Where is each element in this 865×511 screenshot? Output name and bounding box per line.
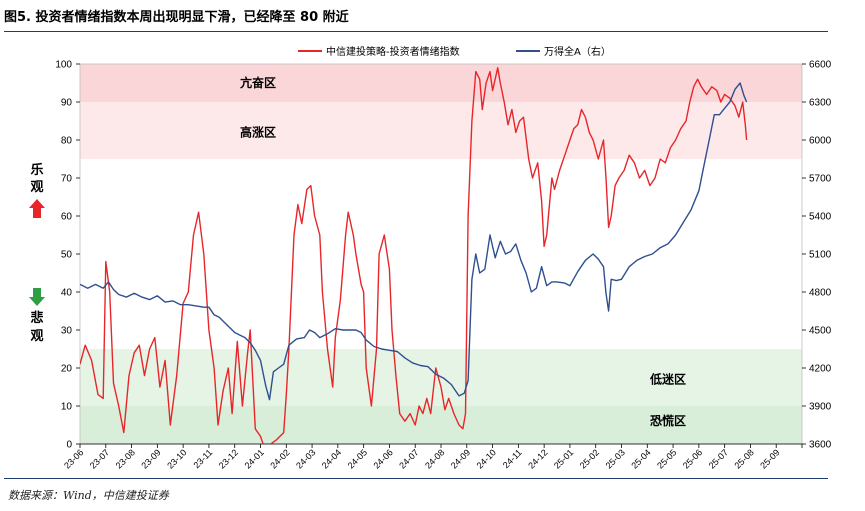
y-right-tick-label: 3900	[809, 402, 832, 413]
x-tick-label: 24-06	[371, 447, 394, 470]
sentiment-line	[80, 67, 748, 444]
x-tick-label: 23-08	[114, 447, 137, 470]
y-right-tick-label: 5700	[809, 174, 832, 185]
legend-sentiment-label: 中信建投策略-投资者情绪指数	[326, 45, 460, 58]
x-tick-label: 24-01	[243, 447, 266, 470]
title-rule	[4, 31, 828, 32]
x-tick-label: 23-06	[62, 447, 85, 470]
y-left-tick-label: 80	[61, 136, 73, 147]
y-left-tick-label: 70	[61, 174, 73, 185]
x-tick-label: 25-04	[629, 447, 652, 470]
right-axis-ticks: 3600 3900 4200 4500 4800 5100 5400 5700 6000 6300…	[802, 60, 832, 451]
y-left-tick-label: 50	[61, 250, 73, 261]
pessimistic-label-char-1: 悲	[30, 310, 43, 326]
up-arrow-icon	[29, 199, 45, 218]
x-tick-label: 25-09	[758, 447, 781, 470]
x-tick-label: 25-06	[681, 447, 704, 470]
x-tick-label: 24-05	[346, 447, 369, 470]
y-right-tick-label: 5400	[809, 212, 832, 223]
bottom-rule	[4, 478, 828, 479]
x-tick-label: 23-11	[191, 447, 214, 470]
x-tick-label: 24-11	[501, 447, 524, 470]
x-tick-label: 24-03	[294, 447, 317, 470]
optimistic-label-char-2: 观	[30, 180, 43, 195]
data-source: 数据来源：Wind，中信建投证券	[8, 489, 169, 502]
pessimistic-label-char-2: 观	[30, 329, 43, 344]
x-axis-ticks: 23-06 23-07 23-08 23-09 23-10 23-11 23-12 24-01…	[62, 444, 803, 471]
x-tick-label: 24-04	[320, 447, 343, 470]
optimistic-label-char-1: 乐	[30, 162, 43, 178]
zone-band-frenzy	[80, 64, 802, 102]
zone-band-panic-strip	[80, 406, 802, 444]
x-tick-label: 24-02	[268, 447, 291, 470]
x-tick-label: 25-03	[604, 447, 627, 470]
x-tick-label: 24-07	[397, 447, 420, 470]
y-left-tick-label: 100	[55, 60, 72, 71]
y-left-tick-label: 10	[61, 402, 73, 413]
x-tick-label: 25-05	[655, 447, 678, 470]
pessimistic-label: 悲 观	[29, 288, 45, 344]
x-tick-label: 25-02	[578, 447, 601, 470]
x-tick-label: 23-12	[217, 447, 240, 470]
y-left-tick-label: 40	[61, 288, 73, 299]
y-right-tick-label: 4500	[809, 326, 832, 337]
zone-label-frenzy: 亢奋区	[240, 75, 276, 90]
x-tick-label: 25-08	[732, 447, 755, 470]
zone-label-high: 高涨区	[240, 124, 276, 139]
x-tick-label: 24-08	[423, 447, 446, 470]
left-axis-ticks: 0 10 20 30 40 50 60 70 80 90 100	[55, 60, 80, 451]
y-left-tick-label: 30	[61, 326, 73, 337]
index-line	[80, 82, 748, 401]
y-right-tick-label: 6000	[809, 136, 832, 147]
x-tick-label: 25-07	[707, 447, 730, 470]
y-right-tick-label: 6300	[809, 98, 832, 109]
zone-bands	[80, 64, 802, 444]
y-left-tick-label: 60	[61, 212, 73, 223]
series-lines	[80, 67, 748, 444]
zone-band-high	[80, 102, 802, 159]
y-right-tick-label: 3600	[809, 440, 832, 451]
y-left-tick-label: 20	[61, 364, 73, 375]
x-tick-label: 24-10	[475, 447, 498, 470]
x-tick-label: 23-10	[165, 447, 188, 470]
x-tick-label: 25-01	[552, 447, 575, 470]
y-left-tick-label: 0	[66, 440, 72, 451]
zone-label-low: 低迷区	[649, 371, 686, 386]
x-tick-label: 23-07	[88, 447, 111, 470]
y-right-tick-label: 5100	[809, 250, 832, 261]
down-arrow-icon	[29, 288, 45, 306]
x-tick-label: 24-12	[526, 447, 549, 470]
y-right-tick-label: 6600	[809, 60, 832, 71]
x-tick-label: 23-09	[139, 447, 162, 470]
y-right-tick-label: 4200	[809, 364, 832, 375]
legend: 中信建投策略-投资者情绪指数 万得全A（右）	[298, 45, 611, 58]
figure-title: 图5. 投资者情绪指数本周出现明显下滑，已经降至 80 附近	[4, 10, 349, 25]
y-right-tick-label: 4800	[809, 288, 832, 299]
y-left-tick-label: 90	[61, 98, 73, 109]
x-tick-label: 24-09	[449, 447, 472, 470]
legend-index-label: 万得全A（右）	[544, 45, 611, 58]
zone-label-panic: 恐慌区	[650, 413, 686, 428]
optimistic-label: 乐 观	[29, 162, 45, 218]
